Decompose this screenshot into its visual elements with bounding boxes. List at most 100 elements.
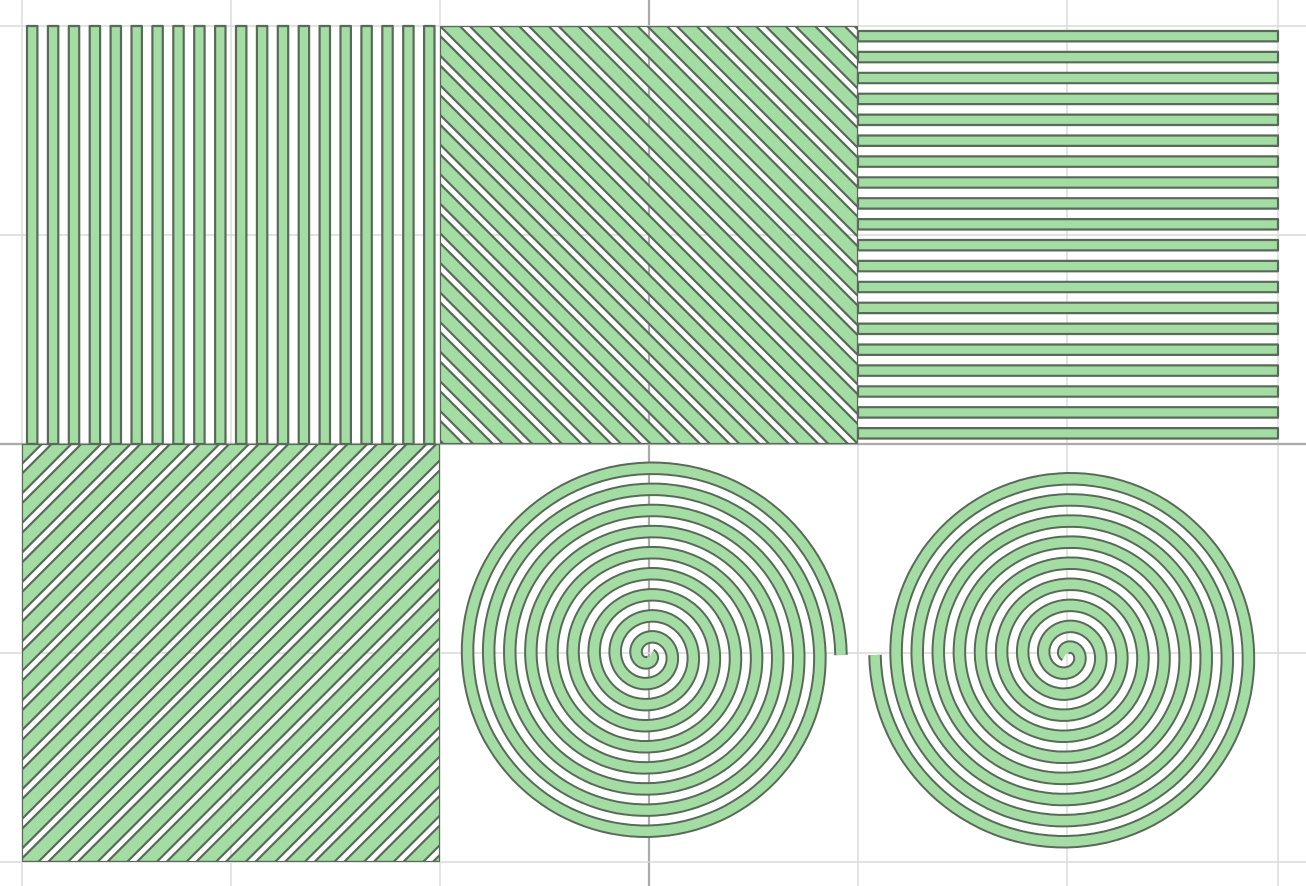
diagonal-stripe <box>764 26 858 120</box>
diagonal-stripe <box>194 616 440 862</box>
diagonal-stripe <box>794 26 858 91</box>
diagonal-stripe <box>586 26 858 298</box>
diagonal-stripe <box>675 26 858 209</box>
diagonal-stripe <box>468 26 858 416</box>
vertical-stripe <box>172 24 185 446</box>
diagonal-stripe <box>440 359 525 444</box>
diagonal-stripe <box>440 93 791 444</box>
vertical-stripe <box>318 24 332 446</box>
diagonal-stripe <box>22 444 440 862</box>
horizontal-stripe <box>856 238 1280 252</box>
diagonal-stripe <box>22 444 162 584</box>
diagonal-stripes-up-right-panel <box>22 444 440 862</box>
diagonal-stripe <box>823 26 858 61</box>
diagonal-stripe <box>283 705 440 862</box>
vertical-stripe <box>130 24 143 446</box>
diagonal-stripe <box>372 794 440 862</box>
diagonal-stripe <box>76 498 440 862</box>
diagonal-stripe <box>646 26 858 239</box>
diagonal-stripes-down-right-panel <box>440 26 858 444</box>
diagonal-stripe <box>440 271 613 444</box>
diagonal-stripe <box>734 26 858 150</box>
diagonal-stripe <box>440 123 761 444</box>
vertical-stripe <box>423 24 436 446</box>
horizontal-stripe <box>856 134 1280 147</box>
vertical-stripe <box>46 24 60 446</box>
horizontal-stripe <box>856 427 1280 440</box>
horizontal-stripe <box>856 197 1280 210</box>
diagonal-stripe <box>313 734 440 862</box>
horizontal-stripe <box>856 155 1280 168</box>
vertical-stripe <box>381 24 394 446</box>
diagonal-stripe <box>22 444 281 703</box>
horizontal-stripe <box>856 218 1280 231</box>
spiral-band <box>462 463 846 836</box>
diagonal-stripe <box>22 444 133 555</box>
vertical-stripe <box>402 24 415 446</box>
vertical-stripe <box>109 24 123 446</box>
diagonal-stripe <box>440 182 702 444</box>
diagonal-stripe <box>440 389 495 444</box>
diagonal-stripe <box>22 444 369 791</box>
spiral-right-panel <box>460 461 848 838</box>
diagonal-stripe <box>135 557 440 862</box>
vertical-stripe <box>25 24 39 446</box>
diagonal-stripe <box>224 646 440 862</box>
diagonal-stripe <box>498 26 858 387</box>
vertical-stripe <box>360 24 373 446</box>
diagonal-stripe <box>22 444 310 732</box>
horizontal-stripe <box>856 322 1280 336</box>
horizontal-stripe <box>856 29 1280 43</box>
diagonal-stripe <box>616 26 858 268</box>
horizontal-stripe <box>856 50 1280 64</box>
diagonal-stripe <box>22 444 251 673</box>
diagonal-stripe <box>705 26 858 180</box>
horizontal-stripe <box>856 343 1280 356</box>
vertical-stripe <box>88 24 102 446</box>
vertical-stripe <box>234 24 248 446</box>
diagonal-stripe <box>402 823 440 862</box>
diagonal-stripe <box>22 444 192 614</box>
spiral-left-panel <box>868 472 1256 849</box>
diagonal-stripe <box>440 330 554 444</box>
horizontal-stripe <box>856 71 1280 85</box>
vertical-stripe <box>255 24 269 446</box>
diagonal-stripe <box>440 152 732 444</box>
diagonal-stripe <box>46 468 440 862</box>
diagonal-stripe <box>342 764 440 862</box>
horizontal-stripe <box>856 176 1280 189</box>
diagonal-stripe <box>440 300 584 444</box>
diagonal-stripe <box>22 444 44 466</box>
diagonal-stripe <box>440 211 673 444</box>
horizontal-stripe <box>856 406 1280 419</box>
diagonal-stripe <box>22 444 399 821</box>
horizontal-stripe <box>856 280 1280 294</box>
diagonal-stripe <box>165 586 440 862</box>
vertical-stripe <box>214 24 227 446</box>
vertical-stripe <box>151 24 164 446</box>
diagonal-stripe <box>527 26 858 357</box>
diagonal-stripe <box>22 444 340 762</box>
horizontal-stripes-panel <box>856 29 1280 440</box>
horizontal-stripe <box>856 385 1280 398</box>
diagonal-stripe <box>440 26 858 444</box>
vertical-stripes-panel <box>25 24 436 446</box>
horizontal-stripe <box>856 364 1280 377</box>
diagonal-stripe <box>22 444 73 495</box>
diagonal-stripe <box>22 444 221 643</box>
vertical-stripe <box>193 24 206 446</box>
vertical-stripe <box>339 24 352 446</box>
diagonal-stripe <box>440 241 643 444</box>
spiral-band <box>870 474 1254 847</box>
vertical-stripe <box>297 24 311 446</box>
horizontal-stripe <box>856 301 1280 315</box>
diagonal-stripe <box>22 444 429 851</box>
vertical-stripe <box>276 24 290 446</box>
vertical-stripe <box>67 24 81 446</box>
diagonal-stripe <box>106 527 440 862</box>
diagonal-stripe <box>431 853 440 862</box>
horizontal-stripe <box>856 113 1280 127</box>
horizontal-stripe <box>856 259 1280 273</box>
diagonal-stripe <box>254 675 440 862</box>
